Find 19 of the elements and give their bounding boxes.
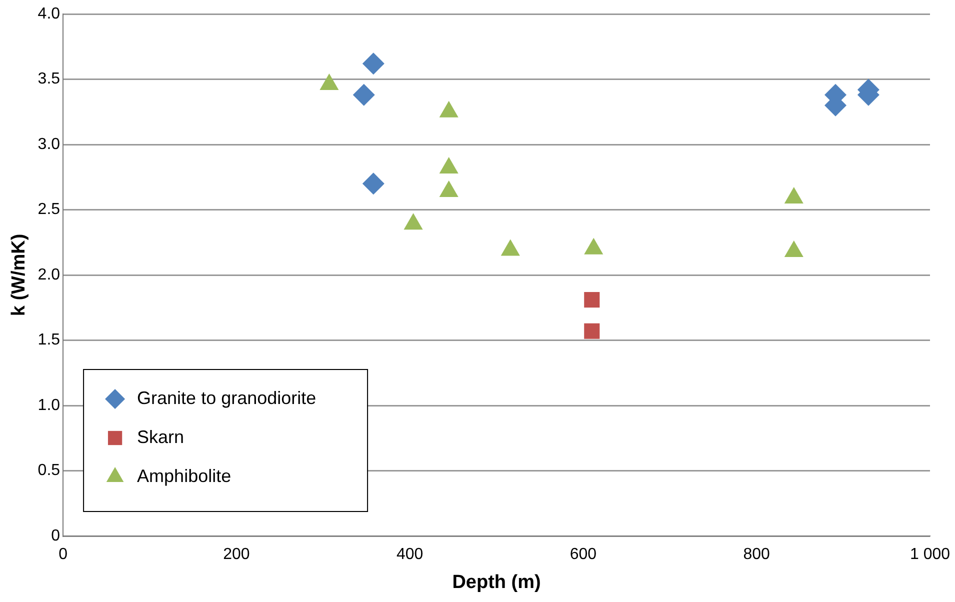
y-tick-label: 1.0 [38, 396, 60, 414]
legend-label: Granite to granodiorite [137, 388, 316, 408]
x-tick-label: 200 [223, 546, 250, 564]
y-tick-label: 0.5 [38, 462, 60, 480]
x-tick-label: 1 000 [910, 546, 950, 564]
y-tick-label: 2.5 [38, 201, 60, 218]
y-tick-label: 1.5 [38, 332, 60, 349]
legend-label: Amphibolite [137, 466, 232, 486]
y-tick-label: 4.0 [38, 5, 60, 22]
y-axis-title: k (W/mK) [8, 234, 30, 316]
y-tick-label: 3.5 [38, 70, 60, 88]
y-tick-label: 0 [51, 527, 60, 544]
y-tick-label: 3.0 [38, 136, 60, 153]
legend-label: Skarn [137, 426, 184, 447]
x-tick-label: 600 [570, 546, 597, 564]
y-tick-label: 2.0 [38, 266, 60, 284]
x-tick-label: 400 [396, 546, 424, 564]
x-axis-title: Depth (m) [452, 572, 541, 593]
x-tick-label: 800 [743, 546, 770, 564]
